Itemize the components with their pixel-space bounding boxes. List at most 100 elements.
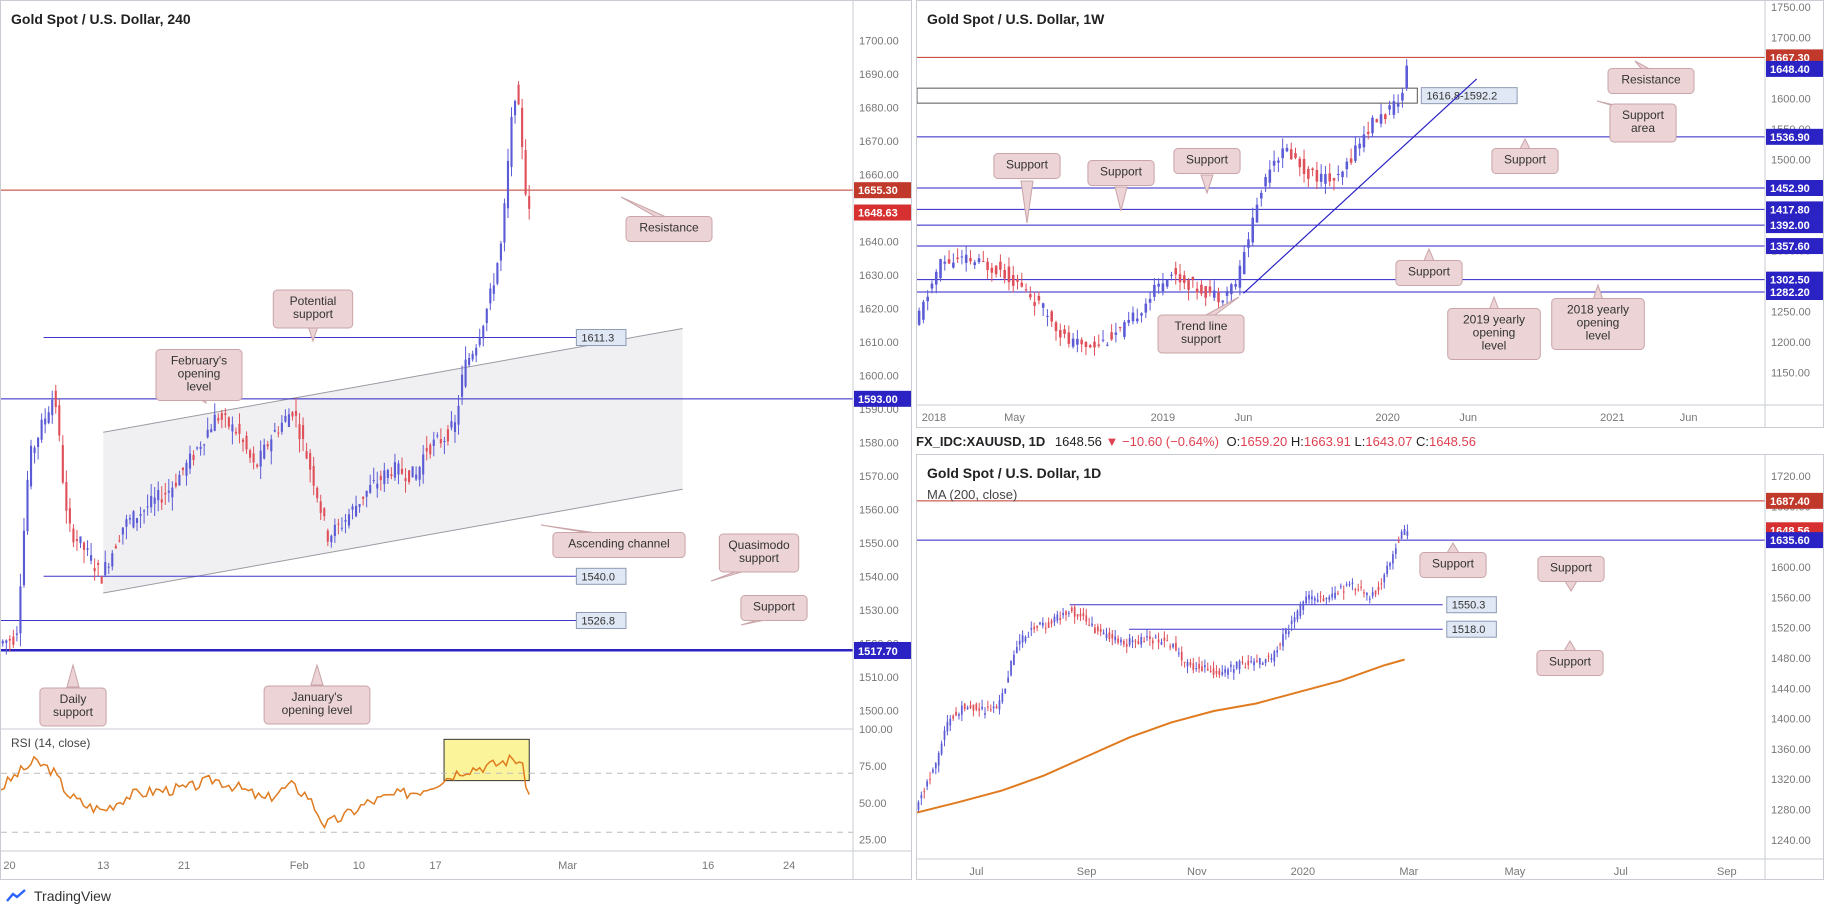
w1-chart-panel[interactable]: 1616.8-1592.2 Resistance Support area Suppor… xyxy=(916,0,1824,428)
h4-price-tag-1648.63-text: 1648.63 xyxy=(858,208,898,220)
h4-candle-body xyxy=(104,561,107,576)
d1-time-tick: May xyxy=(1504,866,1525,878)
d1-candle-body xyxy=(1313,598,1316,601)
w1-price-tag-1648.40: 1648.40 xyxy=(1766,60,1823,77)
d1-candle-body xyxy=(1377,586,1380,591)
h4-candle-body xyxy=(302,425,305,439)
h4-chart-panel[interactable]: Resistance Potential support February's open… xyxy=(0,0,912,880)
d1-candle-body xyxy=(1010,661,1012,676)
d1-candle-body xyxy=(1206,668,1209,671)
w1-candle-body xyxy=(1195,288,1199,293)
h4-time-tick: 16 xyxy=(702,860,714,872)
d1-callout-support-1518-pointer xyxy=(1563,640,1577,652)
w1-price-tag-1417.80: 1417.80 xyxy=(1766,201,1823,218)
d1-candle-body xyxy=(1383,574,1386,583)
d1-candle-body xyxy=(1125,644,1128,647)
w1-candle-body xyxy=(1153,284,1156,297)
w1-callout-support-mid-box xyxy=(1087,160,1155,186)
w1-callout-resistance-box xyxy=(1607,68,1695,94)
w1-candle-body xyxy=(1298,158,1302,168)
h4-candle-body xyxy=(153,497,156,504)
price-change: −10.60 (−0.64%) xyxy=(1122,434,1219,449)
h4-candle-body xyxy=(128,518,132,520)
h4-price-tick: 1680.00 xyxy=(859,102,899,114)
w1-candle-body xyxy=(1071,338,1075,347)
d1-box-label-1518.0-bg xyxy=(1446,620,1497,638)
d1-candle-body xyxy=(934,763,937,769)
w1-candle-body xyxy=(1230,284,1233,295)
d1-candle-body xyxy=(1209,670,1212,672)
d1-candle-body xyxy=(1403,529,1406,536)
h4-price-tick: 1540.00 xyxy=(859,571,899,583)
d1-candle-body xyxy=(1186,661,1189,667)
d1-candle-body xyxy=(1033,626,1036,630)
d1-chart[interactable]: SupportSupportSupport1720.001680.001640.… xyxy=(917,455,1824,880)
d1-candle-body xyxy=(1392,554,1394,564)
h4-candle-body xyxy=(489,288,492,304)
w1-candle-body xyxy=(1341,171,1344,178)
open-label: O: xyxy=(1226,434,1241,449)
h4-candle-body xyxy=(234,431,238,434)
h4-box-label-1526.8-bg xyxy=(575,612,627,630)
w1-price-tag-1392.00-bg xyxy=(1766,217,1823,234)
h4-rsi-tick: 75.00 xyxy=(859,761,887,773)
d1-candle-body xyxy=(1166,640,1169,642)
h4-candle-body xyxy=(178,474,181,486)
d1-chart-panel[interactable]: SupportSupportSupport1720.001680.001640.… xyxy=(916,454,1824,880)
w1-candle-body xyxy=(1345,161,1349,170)
h4-box-label-1611.3: 1611.3 xyxy=(575,329,627,347)
h4-candle-body xyxy=(224,413,227,416)
d1-candle-body xyxy=(960,705,963,715)
w1-time-tick: Jun xyxy=(1680,412,1698,424)
w1-candle-body xyxy=(943,261,947,264)
w1-candle-body xyxy=(952,262,955,268)
w1-callout-trendline-support-box xyxy=(1157,314,1245,354)
w1-price-tick: 1700.00 xyxy=(1771,32,1811,44)
w1-price-tag-1417.80-text: 1417.80 xyxy=(1770,204,1810,216)
d1-candle-body xyxy=(1371,592,1374,597)
h4-chart[interactable]: ResistancePotentialsupportFebruary'sopen… xyxy=(1,1,912,880)
h4-candle-body xyxy=(330,535,333,543)
w1-candle-body xyxy=(1080,339,1083,345)
h4-ascending-channel-fill xyxy=(103,328,683,594)
h4-rsi-tick: 50.00 xyxy=(859,798,887,810)
h4-price-tick: 1660.00 xyxy=(859,169,899,181)
last-price: 1648.56 xyxy=(1054,434,1102,449)
w1-price-tag-1452.90-text: 1452.90 xyxy=(1770,183,1810,195)
w1-candle-body xyxy=(1251,217,1255,243)
h4-candle-body xyxy=(337,523,340,525)
d1-candle-body xyxy=(1328,596,1331,600)
w1-candle-body xyxy=(1106,344,1109,346)
d1-candle-body xyxy=(1076,614,1079,617)
h4-candle-body xyxy=(432,439,435,447)
w1-price-tag-1536.90-bg xyxy=(1766,128,1823,145)
h4-candle-body xyxy=(517,84,520,105)
w1-candle-body xyxy=(1362,134,1366,148)
d1-candle-body xyxy=(1282,634,1284,647)
h4-candle-body xyxy=(503,203,506,243)
d1-candle-body xyxy=(966,707,969,710)
w1-callout-support-area-text: area xyxy=(1631,121,1655,135)
d1-candle-body xyxy=(963,703,966,710)
footer-branding[interactable]: TradingView xyxy=(6,888,111,904)
w1-candle-body xyxy=(1011,274,1015,286)
d1-price-tick: 1360.00 xyxy=(1771,744,1811,756)
w1-candle-body xyxy=(1319,173,1323,182)
d1-candle-body xyxy=(1085,615,1088,622)
h4-time-tick: Feb xyxy=(290,860,309,872)
h4-callout-support-box xyxy=(740,595,808,621)
w1-callout-2018-yearly-opening-text: level xyxy=(1586,329,1611,343)
h4-callout-quasimodo-text: Quasimodo xyxy=(728,538,790,552)
d1-box-label-1550.3: 1550.3 xyxy=(1446,596,1497,614)
w1-callout-support-left: Support xyxy=(993,153,1061,224)
w1-chart[interactable]: 1616.8-1592.2ResistanceSupportareaSuppor… xyxy=(917,1,1824,428)
h4-candle-body xyxy=(51,399,54,416)
d1-callout-support-1635-pointer xyxy=(1446,542,1460,554)
d1-price-tick: 1400.00 xyxy=(1771,714,1811,726)
d1-candle-body xyxy=(940,743,943,755)
d1-candle-body xyxy=(972,704,975,711)
d1-price-tick: 1560.00 xyxy=(1771,592,1811,604)
tradingview-logo-icon xyxy=(6,889,26,902)
w1-candle-body xyxy=(1041,303,1045,308)
